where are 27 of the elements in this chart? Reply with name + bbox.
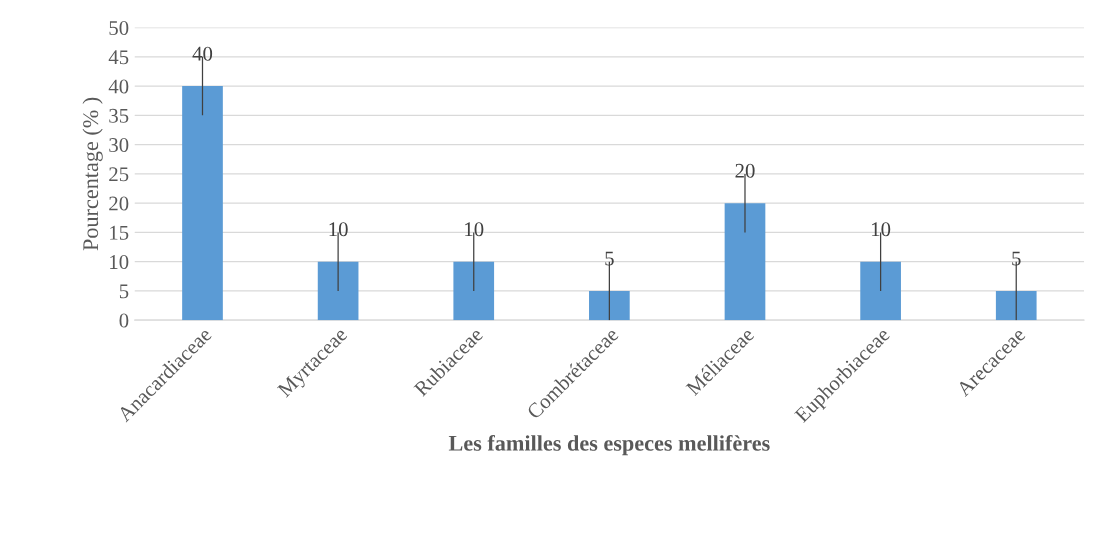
y-tick-label: 5 [119, 284, 129, 299]
bar [453, 261, 495, 321]
y-tick-label: 25 [109, 167, 129, 182]
data-label: 10 [465, 222, 484, 237]
y-tick-label: 30 [109, 138, 129, 153]
bar [182, 86, 223, 321]
data-label: 10 [872, 222, 891, 237]
y-tick-label: 50 [109, 20, 129, 36]
y-tick-label: 15 [110, 225, 129, 240]
y-axis-title: Pourcentage (% ) [82, 97, 103, 251]
bar [860, 261, 901, 321]
x-axis-title: Les familles des especes mellifères [448, 434, 770, 456]
y-tick-label: 40 [108, 79, 129, 94]
data-label: 5 [1012, 251, 1021, 266]
bar [317, 261, 359, 321]
bar [724, 203, 766, 321]
y-tick-label: 10 [110, 255, 129, 270]
y-tick-label: 0 [119, 313, 129, 328]
bar [995, 290, 1037, 321]
data-label: 20 [735, 163, 755, 178]
data-label: 5 [605, 251, 614, 266]
data-label: 10 [329, 222, 348, 237]
y-tick-label: 35 [109, 108, 129, 123]
data-label: 40 [192, 46, 213, 61]
y-tick-label: 45 [108, 50, 129, 65]
bar [589, 290, 630, 321]
y-tick-label: 20 [109, 196, 129, 211]
